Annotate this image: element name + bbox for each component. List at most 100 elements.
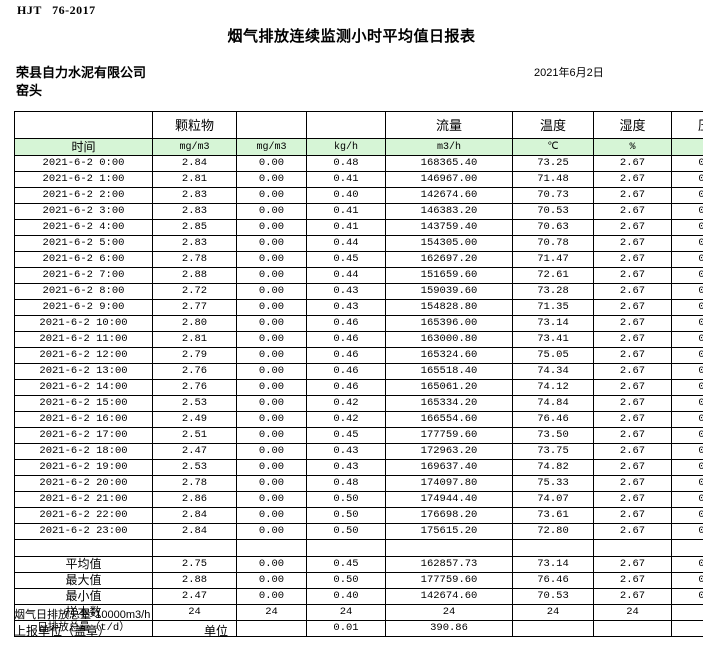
- data-cell-col-0: 2021-6-2 17:00: [14, 427, 153, 444]
- table-row: 2021-6-2 16:00 2.49 0.00 0.42 166554.60 76.46…: [14, 411, 703, 428]
- data-cell-col-7: 0.20: [671, 379, 703, 396]
- data-cell-col-7: 0.22: [671, 507, 703, 524]
- data-cell-col-7: 0.20: [671, 395, 703, 412]
- data-cell-col-1: 2.53: [152, 395, 237, 412]
- data-cell-col-6: 2.67: [593, 235, 672, 252]
- table-row: 2021-6-2 10:00 2.80 0.00 0.46 165396.00 73.14…: [14, 315, 703, 332]
- table-group-header-row: 颗粒物 流量温度湿度压力: [14, 111, 703, 139]
- data-cell-col-2: 0.00: [236, 267, 307, 284]
- table-row: 2021-6-2 15:00 2.53 0.00 0.42 165334.20 74.84…: [14, 395, 703, 412]
- data-cell-col-6: 2.67: [593, 171, 672, 188]
- unit-header-col-4: m3/h: [385, 138, 513, 156]
- group-header-col-2: [236, 111, 307, 139]
- data-cell-col-2: 0.00: [236, 523, 307, 540]
- data-cell-col-2: 0.00: [236, 203, 307, 220]
- summary-cell-col-1: 2.88: [152, 572, 237, 589]
- data-cell-col-7: 0.14: [671, 203, 703, 220]
- data-cell-col-0: 2021-6-2 23:00: [14, 523, 153, 540]
- spacer-cell-col-0: [14, 539, 153, 557]
- data-cell-col-2: 0.00: [236, 459, 307, 476]
- data-cell-col-6: 2.67: [593, 203, 672, 220]
- data-cell-col-4: 174944.40: [385, 491, 513, 508]
- group-header-col-5: 温度: [512, 111, 594, 139]
- data-cell-col-2: 0.00: [236, 427, 307, 444]
- spacer-cell-col-1: [152, 539, 237, 557]
- data-cell-col-1: 2.78: [152, 251, 237, 268]
- summary-cell-col-6: 2.67: [593, 556, 672, 573]
- data-cell-col-0: 2021-6-2 15:00: [14, 395, 153, 412]
- group-header-col-0: [14, 111, 153, 139]
- data-cell-col-1: 2.53: [152, 459, 237, 476]
- data-cell-col-1: 2.47: [152, 443, 237, 460]
- data-cell-col-4: 146383.20: [385, 203, 513, 220]
- data-cell-col-0: 2021-6-2 9:00: [14, 299, 153, 316]
- summary-cell-col-0: 平均值: [14, 556, 153, 573]
- summary-cell-col-2: 0.00: [236, 556, 307, 573]
- data-cell-col-0: 2021-6-2 12:00: [14, 347, 153, 364]
- summary-cell-col-3: 0.01: [306, 620, 386, 637]
- data-cell-col-5: 76.46: [512, 411, 594, 428]
- data-cell-col-7: 0.17: [671, 235, 703, 252]
- table-row: 2021-6-2 22:00 2.84 0.00 0.50 176698.20 73.61…: [14, 507, 703, 524]
- summary-cell-col-4: 162857.73: [385, 556, 513, 573]
- data-cell-col-0: 2021-6-2 13:00: [14, 363, 153, 380]
- data-cell-col-3: 0.43: [306, 459, 386, 476]
- data-cell-col-3: 0.41: [306, 219, 386, 236]
- data-cell-col-7: 0.18: [671, 315, 703, 332]
- data-cell-col-2: 0.00: [236, 363, 307, 380]
- table-row: 2021-6-2 8:00 2.72 0.00 0.43 159039.60 73.28 2…: [14, 283, 703, 300]
- data-cell-col-1: 2.51: [152, 427, 237, 444]
- data-cell-col-7: 0.16: [671, 267, 703, 284]
- data-cell-col-2: 0.00: [236, 235, 307, 252]
- data-cell-col-0: 2021-6-2 11:00: [14, 331, 153, 348]
- summary-cell-col-2: 0.00: [236, 572, 307, 589]
- data-cell-col-1: 2.83: [152, 235, 237, 252]
- data-cell-col-1: 2.80: [152, 315, 237, 332]
- data-cell-col-5: 70.63: [512, 219, 594, 236]
- summary-cell-col-7: [671, 620, 703, 637]
- summary-cell-col-4: 142674.60: [385, 588, 513, 605]
- data-cell-col-6: 2.67: [593, 491, 672, 508]
- summary-cell-col-7: 0.22: [671, 572, 703, 589]
- data-cell-col-7: 0.21: [671, 411, 703, 428]
- data-cell-col-5: 70.53: [512, 203, 594, 220]
- data-cell-col-4: 176698.20: [385, 507, 513, 524]
- data-cell-col-2: 0.00: [236, 283, 307, 300]
- data-cell-col-6: 2.67: [593, 379, 672, 396]
- data-cell-col-3: 0.46: [306, 347, 386, 364]
- data-cell-col-5: 72.61: [512, 267, 594, 284]
- data-cell-col-5: 73.25: [512, 155, 594, 172]
- unit-header-col-0: 时间: [14, 138, 153, 156]
- summary-cell-col-4: 390.86: [385, 620, 513, 637]
- data-cell-col-5: 75.05: [512, 347, 594, 364]
- data-cell-col-0: 2021-6-2 10:00: [14, 315, 153, 332]
- table-spacer-row: [14, 539, 703, 557]
- table-row: 2021-6-2 17:00 2.51 0.00 0.45 177759.60 73.50…: [14, 427, 703, 444]
- data-cell-col-4: 162697.20: [385, 251, 513, 268]
- data-cell-col-0: 2021-6-2 2:00: [14, 187, 153, 204]
- data-cell-col-3: 0.41: [306, 203, 386, 220]
- data-cell-col-1: 2.79: [152, 347, 237, 364]
- data-cell-col-7: 0.19: [671, 331, 703, 348]
- data-cell-col-4: 169637.40: [385, 459, 513, 476]
- data-cell-col-0: 2021-6-2 1:00: [14, 171, 153, 188]
- summary-cell-col-0: 日排放总量（t/d）: [14, 620, 153, 637]
- data-cell-col-4: 166554.60: [385, 411, 513, 428]
- summary-cell-col-4: 177759.60: [385, 572, 513, 589]
- unit-header-col-3: kg/h: [306, 138, 386, 156]
- data-cell-col-6: 2.67: [593, 475, 672, 492]
- data-cell-col-0: 2021-6-2 6:00: [14, 251, 153, 268]
- data-cell-col-7: 0.17: [671, 251, 703, 268]
- data-cell-col-1: 2.84: [152, 507, 237, 524]
- data-cell-col-7: 0.14: [671, 219, 703, 236]
- data-cell-col-2: 0.00: [236, 171, 307, 188]
- data-cell-col-1: 2.86: [152, 491, 237, 508]
- data-cell-col-4: 154828.80: [385, 299, 513, 316]
- data-cell-col-2: 0.00: [236, 411, 307, 428]
- reporting-unit-label: 上报单位（盖章）: [14, 624, 111, 638]
- data-cell-col-2: 0.00: [236, 187, 307, 204]
- data-cell-col-6: 2.67: [593, 363, 672, 380]
